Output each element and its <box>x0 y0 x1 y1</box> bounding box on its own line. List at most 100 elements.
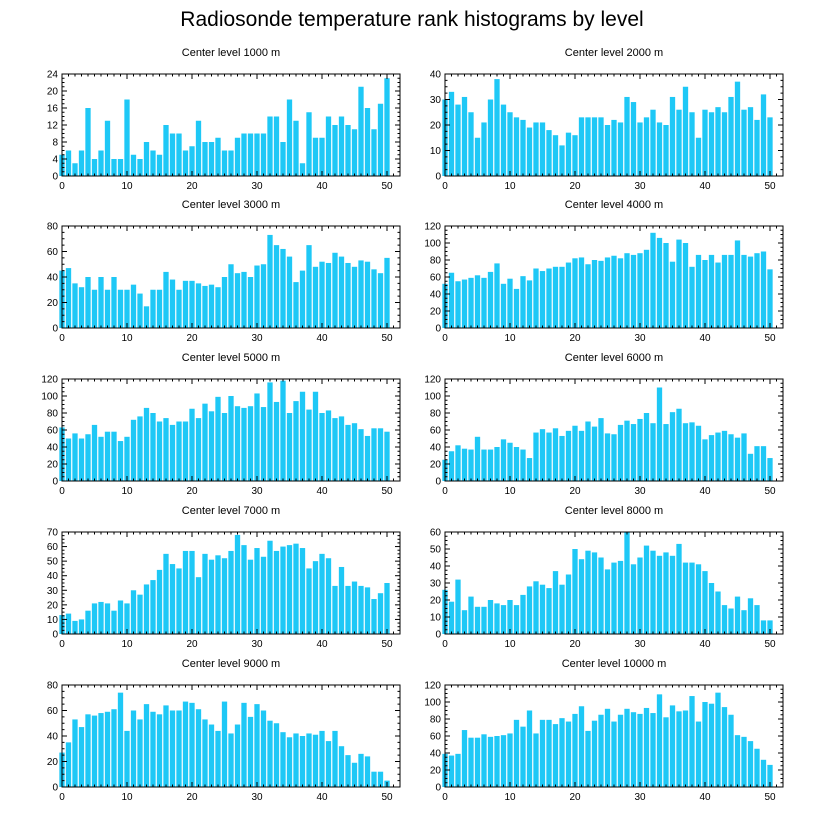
bar <box>520 119 526 176</box>
bar <box>643 117 650 176</box>
bar <box>721 605 728 634</box>
bar <box>312 391 319 481</box>
y-tick-label: 80 <box>47 222 59 233</box>
bar <box>247 716 254 787</box>
bar <box>689 422 695 481</box>
bar <box>702 702 708 787</box>
bar <box>474 436 481 481</box>
bar <box>189 408 195 481</box>
bar <box>650 713 656 787</box>
x-tick-label: 50 <box>764 792 776 803</box>
bar <box>98 713 104 787</box>
bar <box>741 610 747 634</box>
bar <box>137 416 143 481</box>
bar <box>338 416 345 481</box>
bar <box>611 255 617 328</box>
bar <box>585 117 591 176</box>
bar <box>546 130 552 176</box>
bar <box>325 116 332 176</box>
bar <box>663 424 669 481</box>
x-tick-label: 40 <box>316 792 328 803</box>
bar <box>117 289 124 328</box>
y-tick-label: 20 <box>47 298 59 309</box>
bar <box>494 736 500 787</box>
bar <box>124 730 130 787</box>
bar <box>293 543 299 634</box>
bar <box>487 600 494 634</box>
x-tick-label: 20 <box>569 181 581 192</box>
bar <box>384 257 390 328</box>
bar <box>247 559 254 634</box>
x-tick-label: 30 <box>251 333 263 344</box>
bar <box>299 163 306 176</box>
bar <box>111 709 117 787</box>
bar <box>91 159 98 176</box>
bar <box>526 458 533 481</box>
bar <box>273 116 280 176</box>
bar <box>637 418 643 481</box>
bar <box>663 125 669 176</box>
figure-title: Radiosonde temperature rank histograms b… <box>180 8 644 31</box>
bar <box>267 540 273 634</box>
bar <box>741 433 747 481</box>
bar <box>604 433 611 481</box>
bar <box>280 546 286 634</box>
bar <box>767 269 773 328</box>
x-tick-label: 20 <box>569 333 581 344</box>
y-tick-label: 40 <box>47 571 59 582</box>
bar <box>208 724 215 787</box>
bar <box>676 543 682 634</box>
bar <box>156 421 163 481</box>
x-tick-label: 40 <box>699 486 711 497</box>
bar <box>734 240 741 328</box>
bar <box>72 620 78 634</box>
bar <box>624 708 630 787</box>
bar <box>656 387 663 481</box>
bar <box>611 434 617 481</box>
bar <box>572 258 578 328</box>
bar <box>202 553 208 634</box>
x-tick-label: 50 <box>381 181 393 192</box>
bar <box>254 548 260 634</box>
y-tick-label: 20 <box>430 766 442 777</box>
y-tick-label: 40 <box>430 562 442 573</box>
bar <box>358 260 364 328</box>
bar <box>325 741 332 787</box>
bar <box>319 413 325 481</box>
bar <box>156 289 163 328</box>
bar <box>325 262 332 328</box>
bar <box>156 154 163 176</box>
bar <box>721 254 728 328</box>
bar <box>708 112 715 176</box>
bar <box>455 445 461 481</box>
x-tick-label: 10 <box>504 333 516 344</box>
bar <box>169 279 176 328</box>
bar <box>669 555 676 634</box>
bar <box>643 707 650 787</box>
x-tick-label: 40 <box>316 486 328 497</box>
y-tick-label: 12 <box>47 121 59 132</box>
bar <box>104 289 111 328</box>
bar <box>111 431 117 481</box>
y-tick-label: 30 <box>430 95 442 106</box>
bar <box>630 564 637 634</box>
y-tick-label: 100 <box>424 698 441 709</box>
y-tick-label: 40 <box>47 273 59 284</box>
bar <box>747 741 754 787</box>
bar <box>306 112 312 176</box>
bar <box>85 610 91 634</box>
bar <box>286 99 293 176</box>
bar <box>280 142 286 176</box>
y-tick-label: 0 <box>52 630 58 641</box>
bar <box>552 571 559 634</box>
bar <box>695 564 702 634</box>
bar <box>637 713 643 787</box>
bar <box>260 264 267 328</box>
bar <box>182 701 189 787</box>
bar <box>384 431 390 481</box>
bar <box>182 280 189 328</box>
bar <box>468 277 474 328</box>
bar <box>72 433 78 481</box>
x-tick-label: 0 <box>59 792 65 803</box>
bar <box>663 552 669 634</box>
